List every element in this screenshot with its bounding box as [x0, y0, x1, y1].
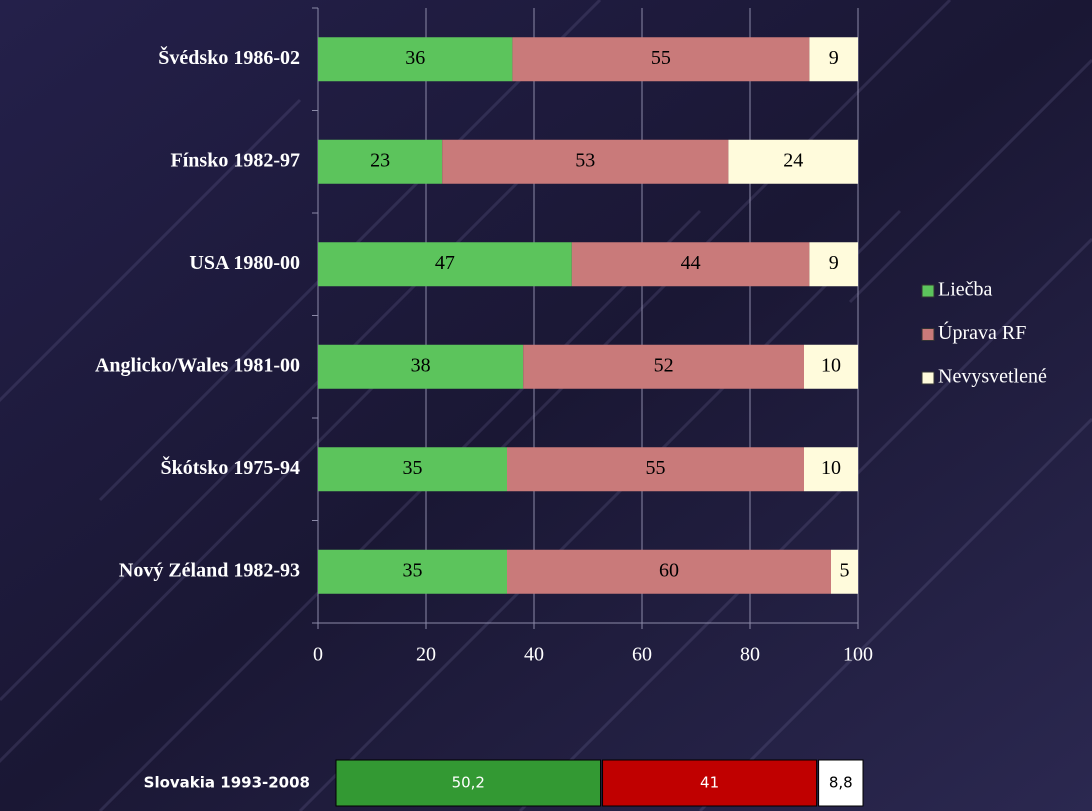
- bar-segment: [809, 37, 858, 82]
- bar-segment: [318, 549, 507, 594]
- data-label: 50,2: [452, 774, 485, 792]
- data-label: 35: [403, 559, 423, 581]
- bar-segment: [523, 344, 804, 389]
- legend-label: Liečba: [938, 279, 993, 301]
- category-label: Škótsko 1975-94: [161, 455, 300, 479]
- bar-segment: [507, 549, 831, 594]
- data-label: 24: [783, 149, 803, 171]
- data-label: 35: [403, 457, 423, 479]
- bar-segment: [507, 447, 804, 492]
- data-label: 10: [821, 457, 841, 479]
- x-tick-label: 40: [524, 644, 544, 666]
- data-label: 10: [821, 354, 841, 376]
- category-label: Slovakia 1993-2008: [144, 774, 310, 792]
- data-label: 47: [435, 252, 455, 274]
- data-label: 44: [681, 252, 701, 274]
- data-label: 23: [370, 149, 390, 171]
- data-label: 41: [700, 774, 719, 792]
- data-label: 38: [411, 354, 431, 376]
- legend-swatch: [921, 371, 935, 385]
- bar-segment: [809, 242, 858, 287]
- data-label: 52: [654, 354, 674, 376]
- legend-swatch: [921, 284, 935, 298]
- data-label: 53: [575, 149, 595, 171]
- bar-segment: [318, 344, 524, 389]
- category-label: Anglicko/Wales 1981-00: [95, 354, 300, 376]
- bar-segment: [831, 549, 858, 594]
- legend-swatch: [921, 328, 935, 341]
- x-tick-label: 100: [843, 644, 873, 666]
- data-label: 55: [646, 457, 666, 479]
- category-label: Švédsko 1986-02: [158, 45, 300, 69]
- data-label: 60: [659, 559, 679, 581]
- x-tick-label: 0: [313, 644, 323, 666]
- legend-label: Nevysvetlené: [938, 366, 1047, 388]
- data-label: 5: [840, 559, 850, 581]
- bar-segment: [728, 139, 858, 184]
- category-label: Nový Zéland 1982-93: [119, 559, 300, 581]
- data-label: 36: [405, 47, 425, 69]
- bar-segment: [571, 242, 810, 287]
- bar-segment: [442, 139, 729, 184]
- bar-segment: [335, 759, 602, 807]
- bar-segment: [512, 37, 810, 82]
- bar-segment: [318, 447, 507, 492]
- data-label: 55: [651, 47, 671, 69]
- bar-segment: [318, 242, 572, 287]
- legend-label: Úprava RF: [938, 320, 1026, 344]
- category-label: USA 1980-00: [189, 252, 300, 274]
- x-tick-label: 20: [416, 644, 436, 666]
- bar-segment: [818, 759, 864, 807]
- x-tick-label: 80: [740, 644, 760, 666]
- bar-segment: [318, 37, 513, 82]
- x-tick-label: 60: [632, 644, 652, 666]
- bar-segment: [804, 344, 858, 389]
- data-label: 9: [829, 47, 839, 69]
- bar-segment: [318, 139, 443, 184]
- bar-segment: [602, 759, 818, 807]
- category-label: Fínsko 1982-97: [171, 149, 300, 171]
- data-label: 9: [829, 252, 839, 274]
- bar-segment: [804, 447, 858, 492]
- data-label: 8,8: [829, 774, 853, 792]
